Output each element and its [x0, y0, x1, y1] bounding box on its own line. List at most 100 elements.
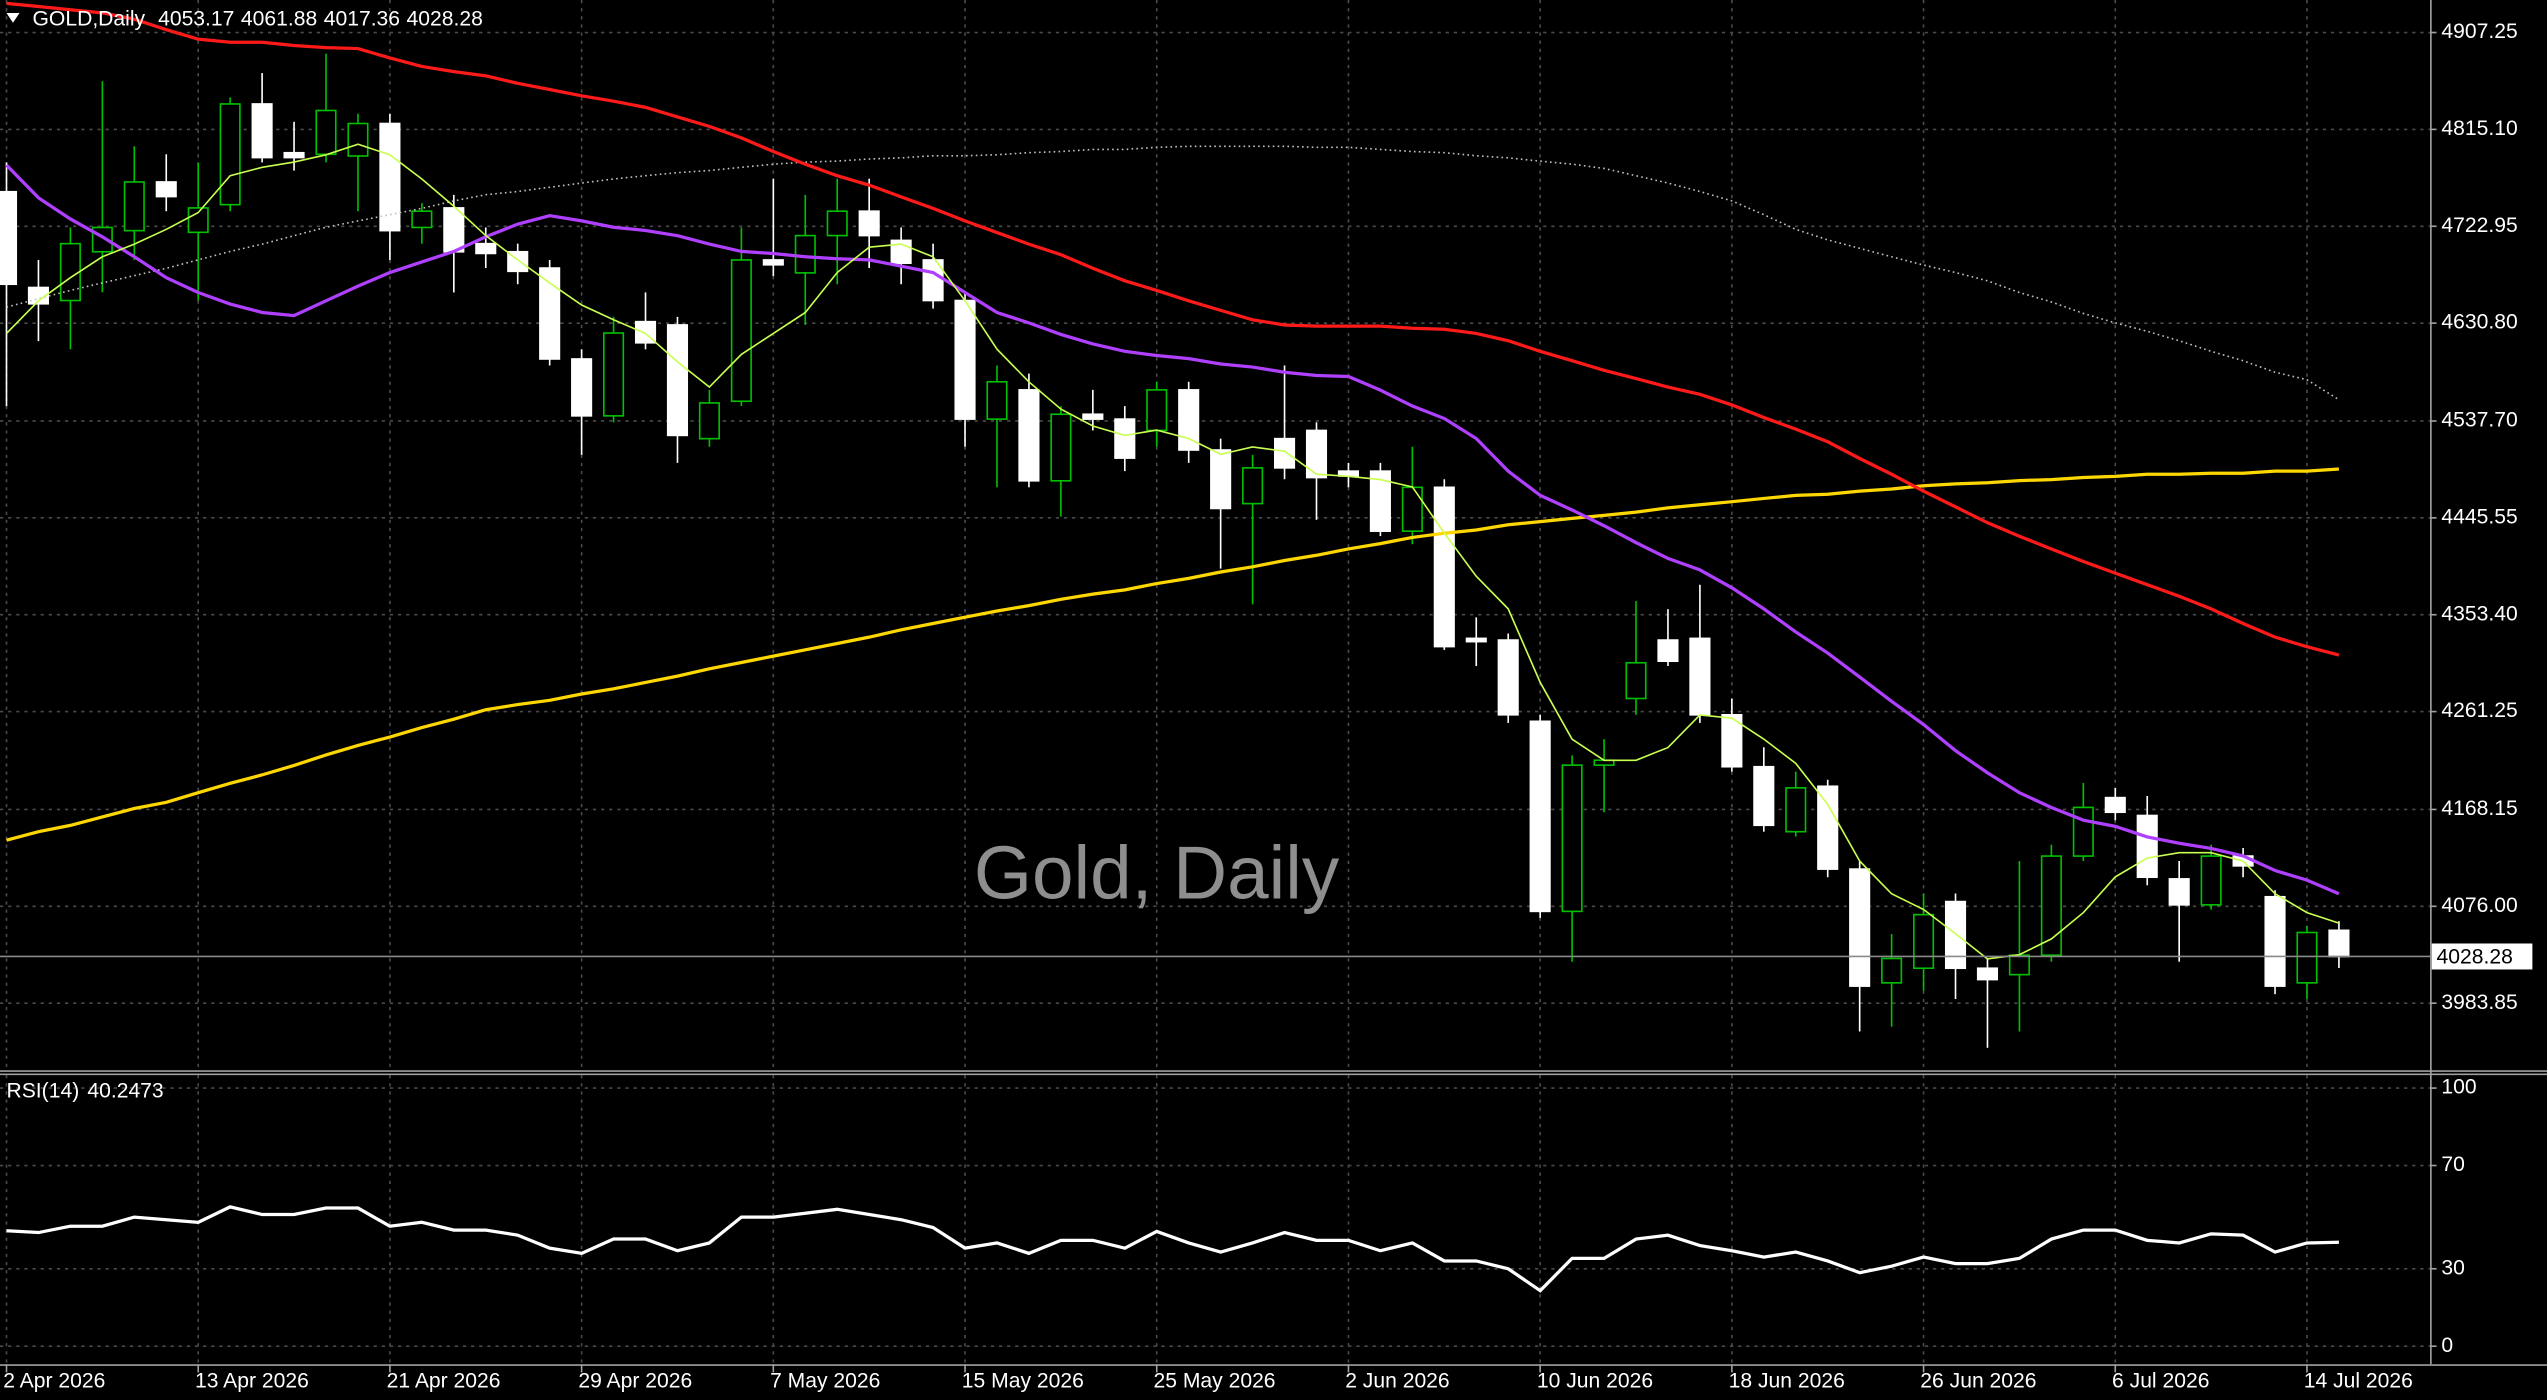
- candle-body: [1881, 957, 1903, 984]
- candle-body: [219, 103, 241, 206]
- candle-body: [698, 402, 720, 440]
- candle-body: [1305, 429, 1328, 479]
- candle-body: [1497, 639, 1519, 716]
- candle-body: [2072, 806, 2094, 857]
- y-tick-label: 3983.85: [2441, 991, 2517, 1014]
- menu-arrow[interactable]: [6, 12, 20, 23]
- candle-body: [1273, 437, 1296, 469]
- candle-body: [571, 358, 593, 417]
- moving-average: [5, 143, 2340, 960]
- candle-body: [1050, 413, 1072, 482]
- candle-body: [1018, 389, 1040, 482]
- x-tick-label: 13 Apr 2026: [195, 1370, 309, 1393]
- candle-body: [2200, 855, 2222, 906]
- candle-body: [2040, 855, 2062, 957]
- y-tick-label: 100: [2441, 1076, 2476, 1099]
- candle-body: [1242, 467, 1264, 505]
- y-tick-label: 4445.55: [2441, 505, 2517, 528]
- moving-average: [6, 145, 2340, 401]
- candle-body: [1849, 868, 1871, 987]
- y-tick-label: 4907.25: [2441, 20, 2517, 43]
- x-tick-label: 10 Jun 2026: [1537, 1370, 1653, 1393]
- rsi-last-value: 40.2473: [87, 1079, 163, 1102]
- candle-body: [826, 210, 848, 237]
- x-tick-label: 7 May 2026: [770, 1370, 880, 1393]
- candle-body: [443, 207, 465, 253]
- y-tick-label: 4076.00: [2441, 894, 2517, 917]
- y-tick-label: 4630.80: [2441, 311, 2517, 334]
- candle-body: [1433, 486, 1455, 648]
- y-tick-label: 4722.95: [2441, 214, 2517, 237]
- candle-body: [1146, 389, 1168, 432]
- candle-body: [315, 109, 337, 156]
- candle-body: [475, 242, 497, 255]
- candle-body: [1785, 787, 1807, 833]
- y-tick-label: 4261.25: [2441, 699, 2517, 722]
- moving-average: [6, 467, 2340, 842]
- candle-body: [2328, 929, 2350, 958]
- candle-body: [762, 259, 784, 266]
- candle-body: [155, 181, 177, 198]
- candle-body: [2104, 796, 2126, 814]
- x-tick-label: 2 Jun 2026: [1345, 1370, 1449, 1393]
- candle-body: [1529, 720, 1551, 913]
- x-tick-label: 18 Jun 2026: [1729, 1370, 1845, 1393]
- x-tick-label: 29 Apr 2026: [578, 1370, 692, 1393]
- moving-average: [5, 164, 2340, 896]
- y-tick-label: 4537.70: [2441, 409, 2517, 432]
- x-tick-label: 14 Jul 2026: [2304, 1370, 2413, 1393]
- x-tick-label: 26 Jun 2026: [1920, 1370, 2036, 1393]
- y-tick-label: 30: [2441, 1256, 2464, 1279]
- candle-body: [1753, 765, 1775, 827]
- last-price-box: [2431, 943, 2533, 970]
- candle-body: [1913, 913, 1935, 970]
- candle-body: [603, 332, 625, 417]
- candle-body: [123, 181, 145, 232]
- candle-body: [1625, 661, 1647, 700]
- x-tick-label: 21 Apr 2026: [387, 1370, 501, 1393]
- candle-body: [27, 286, 50, 305]
- candle-body: [347, 122, 369, 157]
- candle-body: [1465, 637, 1487, 643]
- moving-average: [6, 1, 2340, 657]
- candle-body: [1178, 389, 1200, 451]
- x-tick-label: 2 Apr 2026: [3, 1370, 105, 1393]
- candle-body: [1689, 637, 1711, 716]
- candle-body: [2168, 878, 2190, 906]
- y-tick-label: 4815.10: [2441, 117, 2517, 140]
- candle-body: [283, 151, 305, 159]
- candle-body: [0, 190, 18, 286]
- candle-body: [1976, 967, 1999, 981]
- candle-body: [187, 207, 209, 234]
- watermark: Gold, Daily: [974, 830, 1340, 914]
- candle-body: [666, 324, 689, 437]
- candle-body: [1401, 486, 1423, 532]
- candle-body: [411, 210, 433, 229]
- candle-body: [1210, 449, 1232, 510]
- candle-body: [1817, 785, 1839, 870]
- rsi-line: [6, 1205, 2339, 1293]
- header-open: 4053.17: [158, 7, 234, 30]
- candle-body: [1944, 900, 1967, 970]
- rsi-title: RSI(14): [6, 1079, 79, 1102]
- candle-body: [1082, 413, 1104, 420]
- candle-body: [1561, 764, 1583, 913]
- candle-body: [1114, 418, 1136, 459]
- candle-body: [2008, 954, 2030, 976]
- candle-body: [379, 122, 401, 232]
- rsi-header: RSI(14) 40.2473: [6, 1079, 163, 1102]
- chart-header: GOLD,Daily 4053.17 4061.88 4017.36 4028.28: [32, 7, 482, 30]
- last-price-label: 4028.28: [2437, 946, 2513, 969]
- candle-body: [1369, 470, 1391, 532]
- y-tick-label: 70: [2441, 1153, 2464, 1176]
- header-low: 4017.36: [324, 7, 400, 30]
- candle-body: [2296, 931, 2318, 984]
- grid: [0, 0, 2431, 1365]
- candle-body: [1657, 639, 1679, 662]
- candle-body: [2136, 814, 2158, 879]
- x-tick-label: 6 Jul 2026: [2112, 1370, 2209, 1393]
- y-tick-label: 4353.40: [2441, 602, 2517, 625]
- x-tick-label: 25 May 2026: [1153, 1370, 1275, 1393]
